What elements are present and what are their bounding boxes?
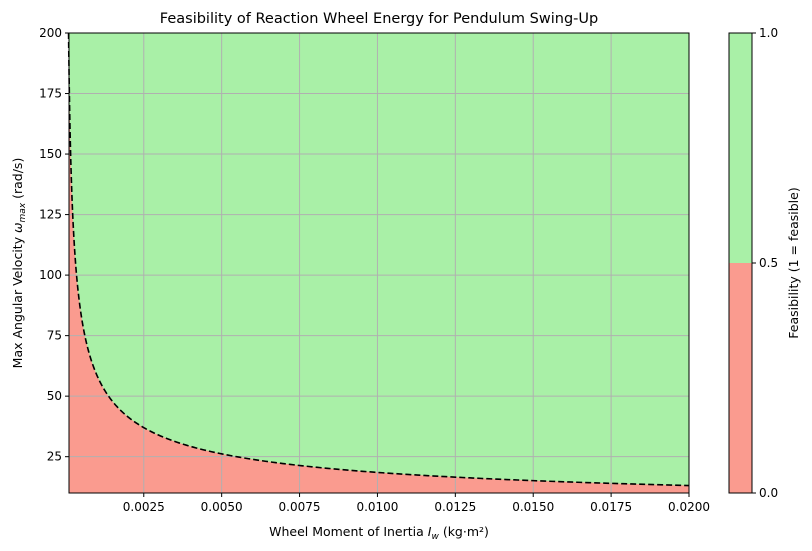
- y-tick-label: 25: [47, 450, 62, 464]
- feasibility-boundary-line: [67, 33, 690, 487]
- x-axis: 0.0025 0.0050 0.0075 0.0100 0.0125 0.0150 0.01…: [123, 493, 710, 514]
- colorbar-tick-label: 0.0: [759, 486, 778, 500]
- x-tick-label: 0.0025: [123, 500, 165, 514]
- colorbar-tick-label: 1.0: [759, 26, 778, 40]
- plot-frame: [68, 32, 690, 494]
- y-tick-label: 150: [39, 147, 62, 161]
- x-tick-label: 0.0175: [590, 500, 632, 514]
- x-tick-label: 0.0200: [668, 500, 710, 514]
- colorbar: 0.0 0.5 1.0: [728, 26, 778, 500]
- infeasible-region: [68, 33, 690, 493]
- colorbar-tick-label: 0.5: [759, 256, 778, 270]
- colorbar-infeasible-band: [729, 263, 752, 493]
- y-tick-label: 75: [47, 329, 62, 343]
- y-tick-label: 175: [39, 87, 62, 101]
- y-tick-label: 125: [39, 208, 62, 222]
- x-tick-label: 0.0100: [356, 500, 398, 514]
- y-tick-label: 50: [47, 389, 62, 403]
- x-axis-label: Wheel Moment of Inertia Iw (kg·m²): [269, 524, 489, 542]
- x-tick-label: 0.0075: [279, 500, 321, 514]
- x-tick-label: 0.0150: [512, 500, 554, 514]
- x-tick-label: 0.0125: [434, 500, 476, 514]
- plot-area-background: [69, 33, 689, 493]
- y-tick-label: 100: [39, 268, 62, 282]
- x-tick-label: 0.0050: [201, 500, 243, 514]
- y-tick-label: 200: [39, 26, 62, 40]
- colorbar-label: Feasibility (1 = feasible): [786, 187, 801, 338]
- y-axis: 25 50 75 100 125 150 175 200: [39, 26, 69, 464]
- colorbar-feasible-band: [729, 33, 752, 263]
- chart-title: Feasibility of Reaction Wheel Energy for…: [160, 11, 598, 27]
- grid-lines: [69, 32, 690, 493]
- y-axis-label: Max Angular Velocity ωmax (rad/s): [10, 158, 28, 369]
